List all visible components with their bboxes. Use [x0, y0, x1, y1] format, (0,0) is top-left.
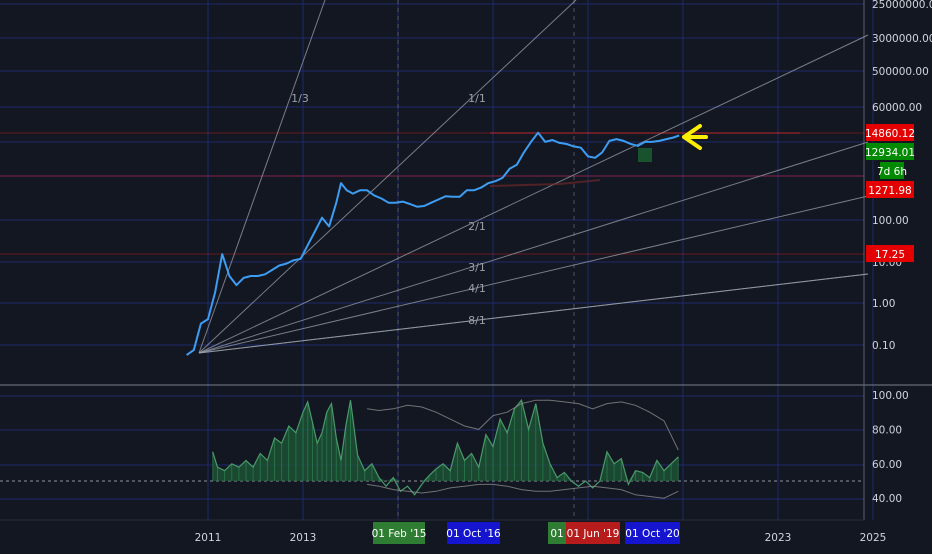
- gann-fan-label: 3/1: [468, 261, 486, 274]
- arrow-annotation-icon: [682, 124, 708, 150]
- time-badge: 01 Jun '19: [566, 522, 620, 544]
- oscillator-axis-tick: 80.00: [872, 424, 902, 436]
- upper-band-line: [367, 399, 679, 451]
- price-badge-label: 7d 6h: [877, 166, 907, 178]
- price-badge: 17.25: [866, 245, 914, 262]
- time-badge: 01 Feb '15: [372, 522, 427, 544]
- gann-fan-label: 4/1: [468, 282, 486, 295]
- gann-fan: 1/3 1/1 2/1 3/1 4/1 8/1: [198, 0, 869, 354]
- gann-fan-line: [198, 34, 869, 354]
- price-badge: 1271.98: [866, 181, 914, 198]
- price-badge-label: 12934.01: [865, 147, 915, 159]
- price-axis-tick: 1.00: [872, 298, 895, 310]
- price-badge-label: 1271.98: [868, 185, 911, 197]
- price-axis-tick: 0.10: [872, 340, 895, 352]
- price-badge: 14860.12: [865, 124, 915, 141]
- time-badge-bg: [447, 522, 500, 544]
- price-badge-bg: [880, 162, 904, 179]
- gann-fan-label: 2/1: [468, 220, 486, 233]
- oscillator-axis-tick: 40.00: [872, 493, 902, 505]
- price-badge: 7d 6h: [877, 162, 907, 179]
- gann-fan-line: [198, 195, 869, 354]
- gann-fan-label: 1/1: [468, 92, 486, 105]
- projection-line: [489, 179, 601, 187]
- gann-fan-line: [198, 0, 326, 354]
- time-badge-label: 01: [550, 528, 563, 540]
- time-badge: 01 Oct '20: [625, 522, 680, 544]
- time-badge-bg: [548, 522, 566, 544]
- price-badge-label: 17.25: [875, 249, 905, 261]
- grid-lines: [0, 0, 874, 520]
- time-axis-tick: 2025: [860, 532, 887, 544]
- price-series-line: [186, 131, 680, 356]
- price-axis-tick: 100.00: [872, 215, 909, 227]
- oscillator-axis-tick: 100.00: [872, 390, 909, 402]
- price-axis-tick: 25000000.00: [872, 0, 932, 11]
- price-badge-bg: [866, 245, 914, 262]
- lower-band-line: [367, 483, 679, 499]
- gann-fan-line: [198, 0, 577, 354]
- time-badge-label: 01 Oct '20: [625, 528, 679, 540]
- oscillator-area: [212, 400, 679, 481]
- time-axis-tick: 2023: [765, 532, 792, 544]
- price-badge-bg: [866, 124, 914, 141]
- time-badge-bg: [625, 522, 680, 544]
- price-axis-tick: 60000.00: [872, 102, 922, 114]
- gann-fan-line: [198, 141, 869, 354]
- time-axis-tick: 2011: [195, 532, 222, 544]
- time-axis-tick: 2013: [290, 532, 317, 544]
- price-badge-bg: [866, 143, 914, 160]
- time-badge: 01: [548, 522, 566, 544]
- time-badge-bg: [373, 522, 425, 544]
- gann-fan-line: [198, 273, 869, 354]
- price-axis-tick: 3000000.00: [872, 33, 932, 45]
- time-badge-label: 01 Feb '15: [372, 528, 427, 540]
- projection-box: [638, 148, 652, 162]
- time-badge-bg: [566, 522, 620, 544]
- price-axis-tick: 500000.00: [872, 66, 929, 78]
- oscillator-axis-tick: 60.00: [872, 459, 902, 471]
- price-badge: 12934.01: [865, 143, 915, 160]
- price-badge-label: 14860.12: [865, 128, 915, 140]
- time-badge-label: 01 Jun '19: [567, 528, 620, 540]
- oscillator-hatch: [212, 400, 679, 481]
- time-badge: 01 Oct '16: [446, 522, 501, 544]
- oscillator-line: [212, 398, 679, 496]
- time-badge-label: 01 Oct '16: [446, 528, 501, 540]
- gann-fan-label: 1/3: [291, 92, 309, 105]
- gann-fan-label: 8/1: [468, 314, 486, 327]
- price-badge-bg: [866, 181, 914, 198]
